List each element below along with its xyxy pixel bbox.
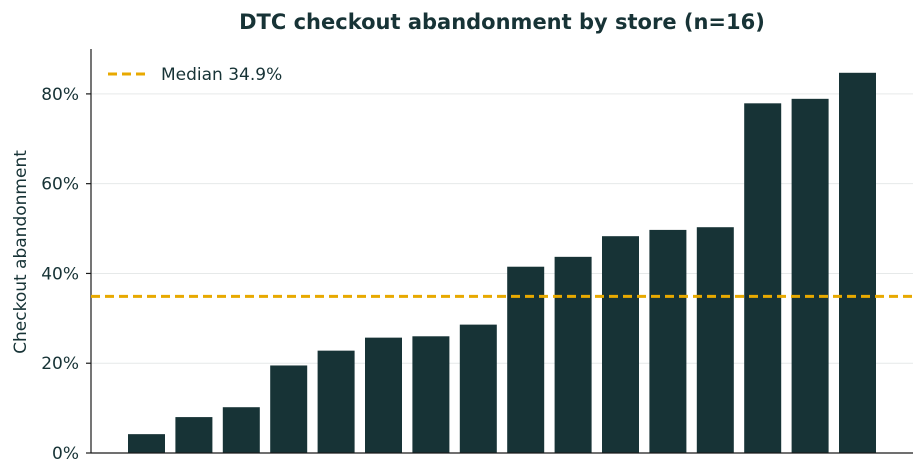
- bar: [507, 266, 545, 453]
- bar: [554, 256, 592, 453]
- y-tick-label: 40%: [41, 264, 79, 284]
- bar: [602, 236, 639, 453]
- bar: [222, 407, 260, 453]
- y-axis-label: Checkout abandonment: [11, 150, 31, 354]
- y-tick-label: 60%: [41, 175, 79, 195]
- bar: [317, 350, 355, 453]
- bar: [175, 417, 213, 453]
- legend: Median 34.9%: [108, 65, 282, 85]
- chart-title: DTC checkout abandonment by store (n=16): [239, 10, 765, 34]
- bar: [128, 434, 165, 453]
- bar: [365, 337, 402, 453]
- bar: [744, 103, 782, 453]
- bar: [839, 72, 876, 453]
- bar: [270, 365, 308, 453]
- y-tick-label: 0%: [52, 444, 79, 464]
- y-tick-label: 20%: [41, 354, 79, 374]
- bar: [649, 229, 687, 453]
- bar: [412, 336, 450, 453]
- bar: [791, 98, 829, 453]
- bar: [696, 227, 734, 453]
- bars: [128, 72, 876, 453]
- legend-median-label: Median 34.9%: [161, 65, 282, 85]
- y-tick-label: 80%: [41, 85, 79, 105]
- y-gridlines: [91, 93, 913, 364]
- y-axis: 0% 20% 40% 60% 80%: [41, 49, 92, 464]
- bar: [459, 324, 497, 453]
